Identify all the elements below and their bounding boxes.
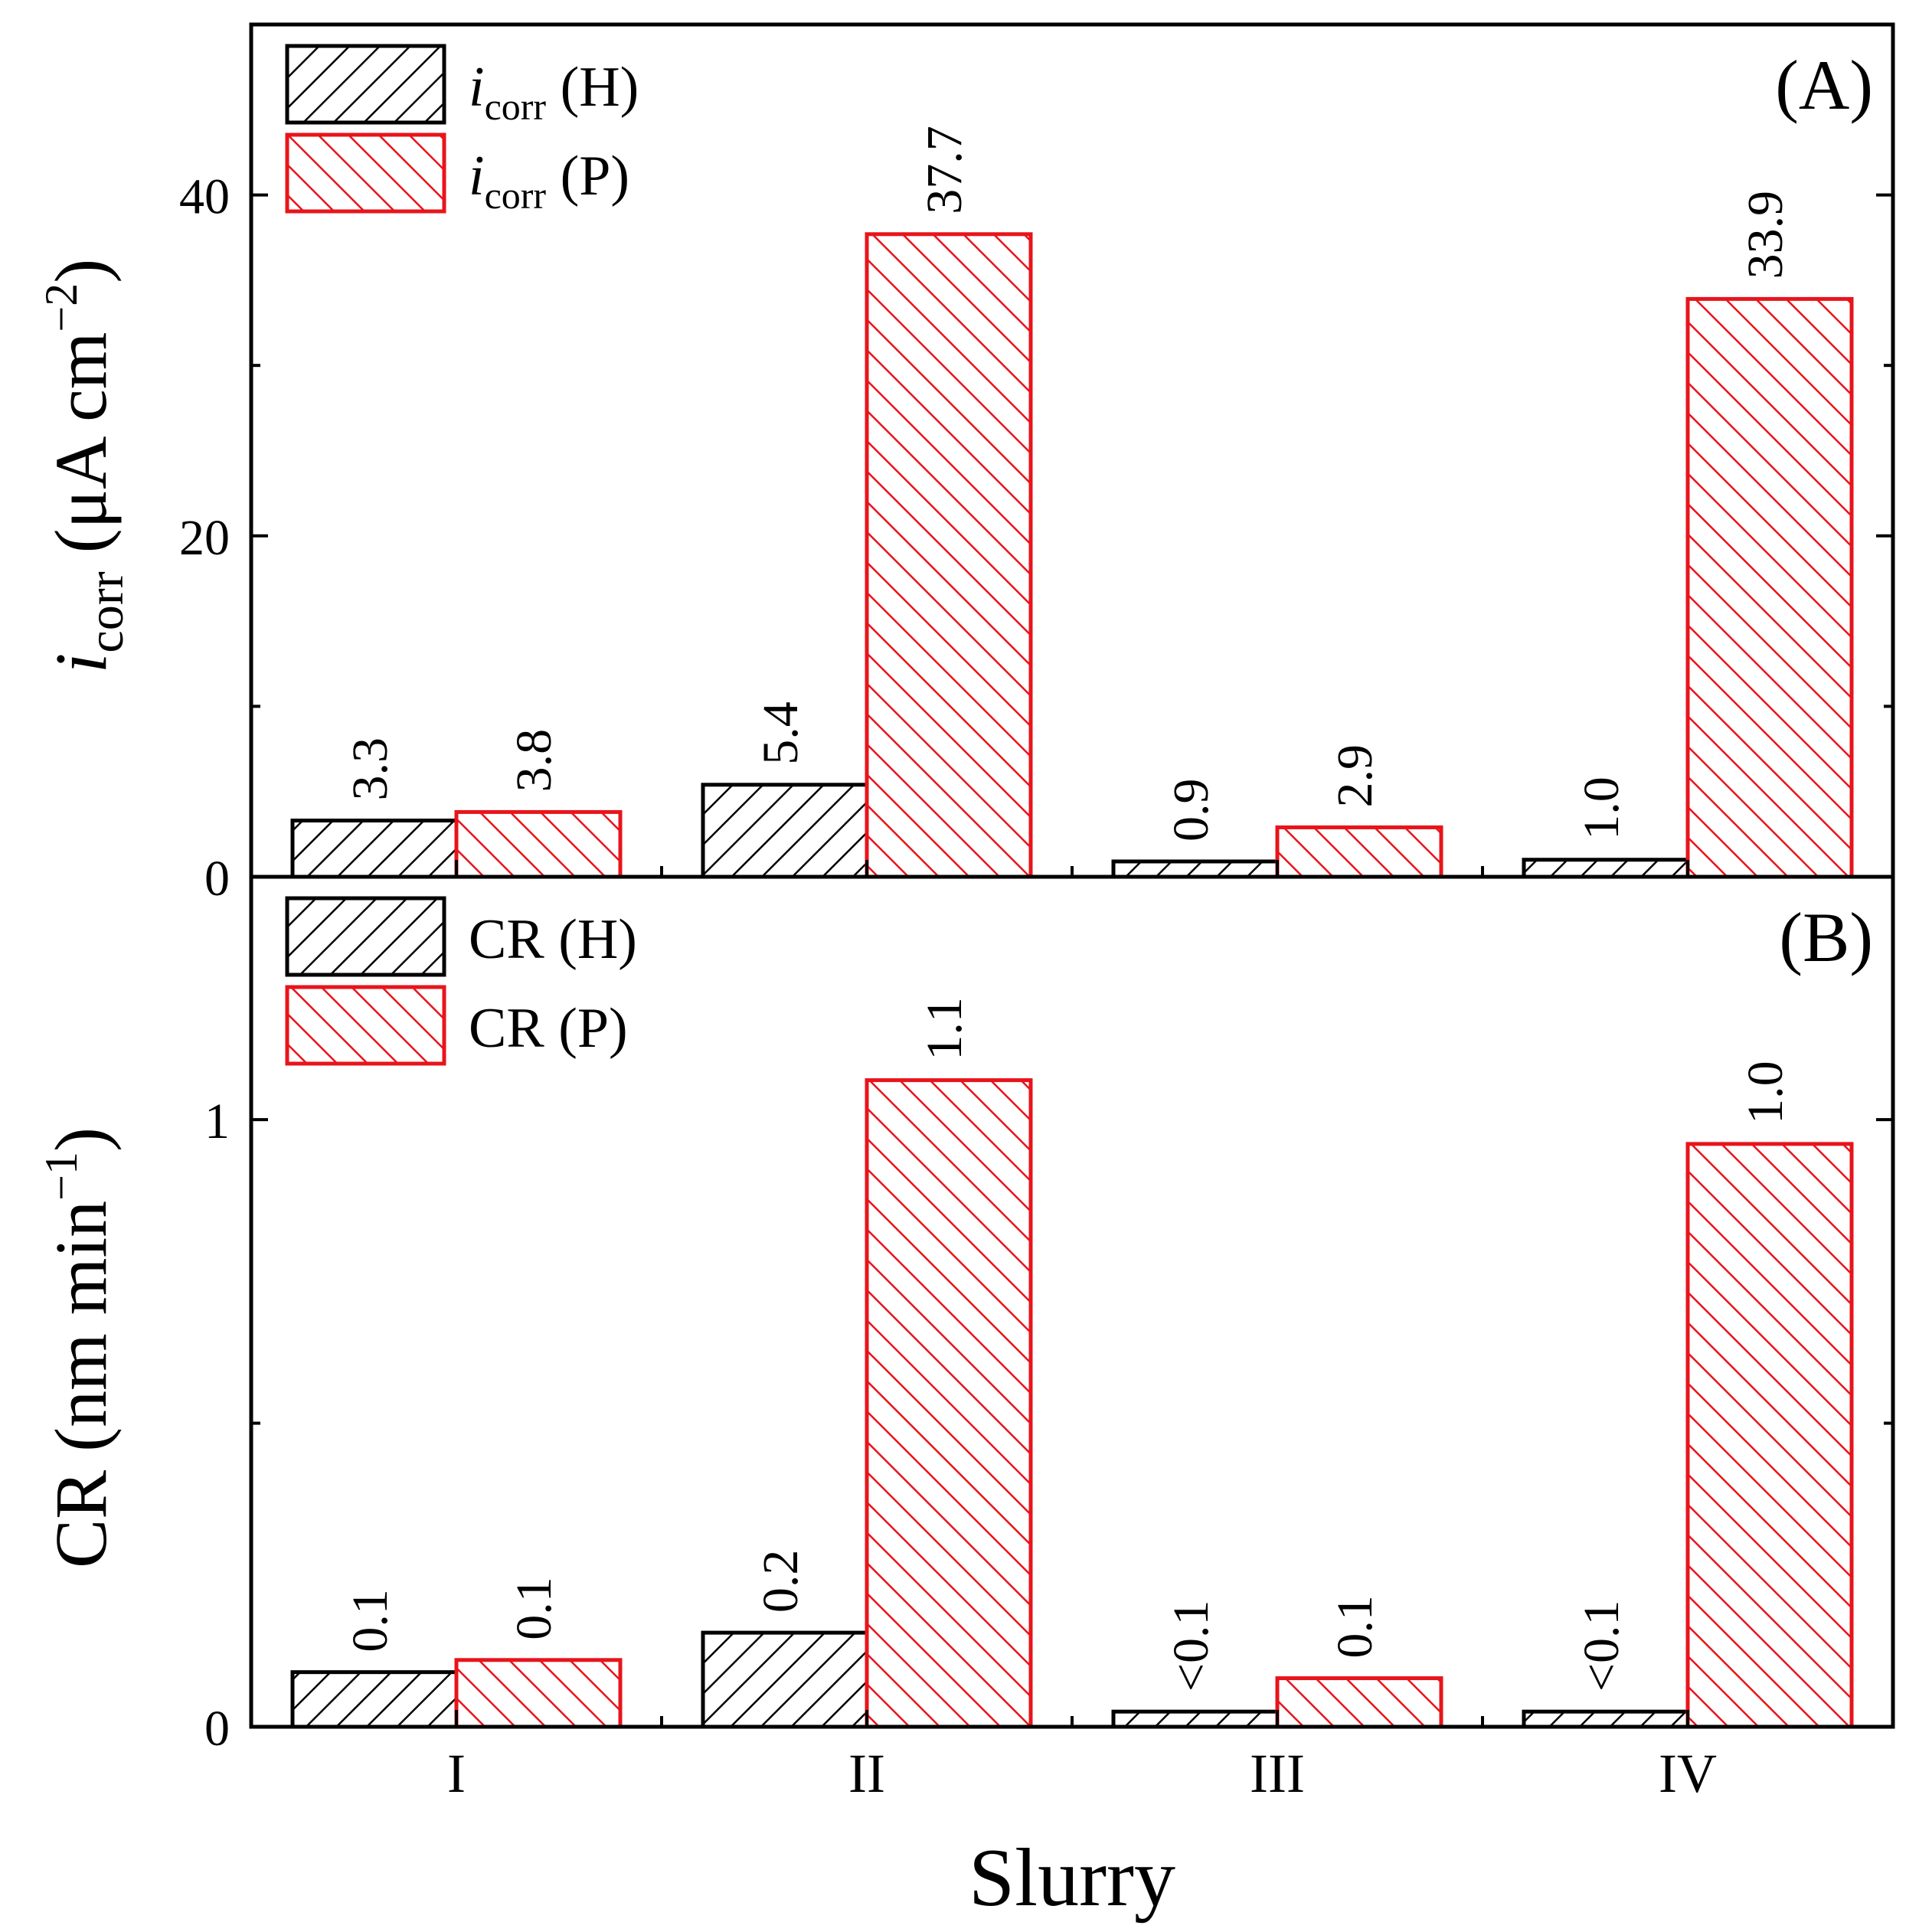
bar-h-ii bbox=[701, 1630, 869, 1729]
bar-h-i bbox=[290, 819, 459, 879]
legend-swatch-p bbox=[285, 985, 446, 1066]
legend-swatch-h bbox=[285, 44, 446, 125]
data-label: 2.9 bbox=[1327, 744, 1383, 808]
x-tick-label: II bbox=[848, 1743, 885, 1804]
y-label-exp: −2 bbox=[36, 283, 87, 332]
y-tick-label: 0 bbox=[204, 851, 230, 907]
y-tick-label: 0 bbox=[204, 1701, 230, 1757]
data-label: 5.4 bbox=[753, 701, 809, 765]
legend-suffix: (P) bbox=[546, 145, 629, 208]
y-label-exp: −1 bbox=[36, 1152, 87, 1201]
data-label: 0.1 bbox=[506, 1577, 562, 1640]
y-axis-label: icorr (μA cm−2) bbox=[36, 259, 134, 674]
bar-h-iii bbox=[1111, 859, 1280, 879]
y-label-close: ) bbox=[40, 1127, 122, 1152]
data-label: <0.1 bbox=[1574, 1600, 1630, 1692]
data-label: 0.1 bbox=[342, 1589, 398, 1652]
bar-p-i bbox=[454, 809, 623, 879]
bar-p-iv bbox=[1685, 296, 1854, 879]
panel-label: (A) bbox=[1775, 46, 1873, 124]
y-label-main: CR bbox=[40, 1470, 122, 1568]
x-axis-label: Slurry bbox=[969, 1832, 1175, 1924]
bar-h-ii bbox=[701, 783, 869, 879]
legend-label-p: icorr (P) bbox=[469, 145, 629, 217]
panel-frame bbox=[249, 22, 1895, 879]
bar-h-i bbox=[290, 1670, 459, 1729]
data-label: 0.1 bbox=[1327, 1595, 1383, 1659]
data-label: 1.0 bbox=[1574, 776, 1630, 840]
bar-p-ii bbox=[865, 1078, 1033, 1729]
y-tick-label: 20 bbox=[179, 510, 230, 566]
y-label-main: i bbox=[40, 653, 122, 674]
x-tick-label: IV bbox=[1659, 1743, 1717, 1804]
bar-p-iii bbox=[1275, 1676, 1443, 1729]
bar-p-ii bbox=[865, 232, 1033, 879]
x-tick-label: III bbox=[1250, 1743, 1305, 1804]
data-label: 1.1 bbox=[917, 997, 973, 1061]
legend-label-h: CR (H) bbox=[469, 908, 637, 971]
y-label-sub: corr bbox=[78, 571, 134, 652]
y-axis-label: CR (nm min−1) bbox=[36, 1127, 122, 1568]
data-label: 3.8 bbox=[506, 729, 562, 793]
legend-swatch-p bbox=[285, 132, 446, 214]
legend-swatch-h bbox=[285, 896, 446, 977]
legend-suffix: (H) bbox=[546, 56, 639, 119]
legend-label-p: CR (P) bbox=[469, 997, 628, 1060]
legend-main: CR bbox=[469, 997, 544, 1060]
bar-h-iii bbox=[1111, 1709, 1280, 1729]
data-label: 37.7 bbox=[917, 126, 973, 214]
bar-p-iii bbox=[1275, 825, 1443, 879]
bar-p-i bbox=[454, 1658, 623, 1729]
y-tick-label: 40 bbox=[179, 169, 230, 225]
x-tick-label: I bbox=[447, 1743, 466, 1804]
legend-suffix: (P) bbox=[544, 997, 628, 1060]
legend-label-h: icorr (H) bbox=[469, 56, 639, 128]
legend-main: i bbox=[469, 145, 485, 208]
legend-suffix: (H) bbox=[544, 908, 637, 971]
data-label: <0.1 bbox=[1163, 1600, 1219, 1692]
legend-sub: corr bbox=[485, 174, 547, 217]
data-label: 3.3 bbox=[342, 737, 398, 801]
data-label: 0.9 bbox=[1163, 778, 1219, 842]
panel-label: (B) bbox=[1779, 898, 1873, 976]
y-label-close: ) bbox=[40, 259, 122, 283]
legend-sub: corr bbox=[485, 85, 547, 128]
bar-p-iv bbox=[1685, 1142, 1854, 1729]
data-label: 33.9 bbox=[1738, 191, 1793, 280]
legend-main: i bbox=[469, 56, 485, 119]
data-label: 0.2 bbox=[753, 1550, 809, 1613]
y-label-unit: (μA cm bbox=[40, 332, 122, 572]
y-label-unit: (nm min bbox=[40, 1201, 122, 1470]
y-tick-label: 1 bbox=[204, 1093, 230, 1149]
legend-main: CR bbox=[469, 908, 544, 971]
data-label: 1.0 bbox=[1738, 1061, 1793, 1124]
bar-h-iv bbox=[1522, 1709, 1690, 1729]
bar-h-iv bbox=[1522, 858, 1690, 879]
